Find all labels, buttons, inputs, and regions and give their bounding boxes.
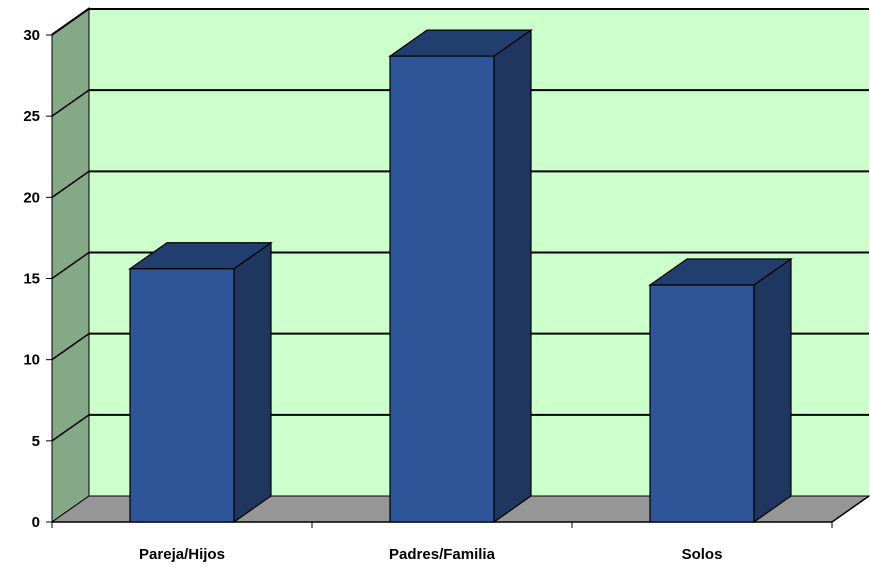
x-axis-labels: Pareja/Hijos Padres/Familia Solos bbox=[51, 522, 833, 563]
bar-side bbox=[233, 241, 272, 524]
x-category-label: Pareja/Hijos bbox=[139, 546, 225, 563]
gridline-side bbox=[51, 170, 90, 198]
y-tick-label: 0 bbox=[32, 514, 40, 531]
bar-front bbox=[389, 55, 495, 523]
gridline-side bbox=[51, 89, 90, 117]
gridline-side bbox=[51, 251, 90, 280]
bar-front bbox=[649, 284, 755, 523]
y-tick-label: 20 bbox=[23, 189, 40, 206]
x-category-label: Padres/Familia bbox=[389, 546, 496, 563]
y-tick-label: 10 bbox=[23, 352, 40, 369]
x-axis-depth-line bbox=[831, 495, 870, 523]
bar bbox=[128, 241, 273, 524]
y-axis-ticks: 0 5 10 15 20 25 30 bbox=[23, 27, 52, 531]
y-tick-label: 15 bbox=[23, 271, 40, 288]
y-tick-label: 25 bbox=[23, 108, 40, 125]
bar-side bbox=[493, 28, 532, 524]
x-category-label: Solos bbox=[682, 546, 723, 563]
bars bbox=[128, 28, 793, 524]
bar-front bbox=[129, 268, 235, 523]
bar-side bbox=[753, 257, 792, 524]
y-tick-label: 5 bbox=[32, 433, 40, 450]
y-tick-label: 30 bbox=[23, 27, 40, 44]
gridline-side bbox=[51, 414, 90, 442]
gridline-side bbox=[51, 333, 90, 361]
gridline-side bbox=[51, 8, 90, 36]
bar bbox=[388, 28, 533, 524]
bar bbox=[648, 257, 793, 524]
